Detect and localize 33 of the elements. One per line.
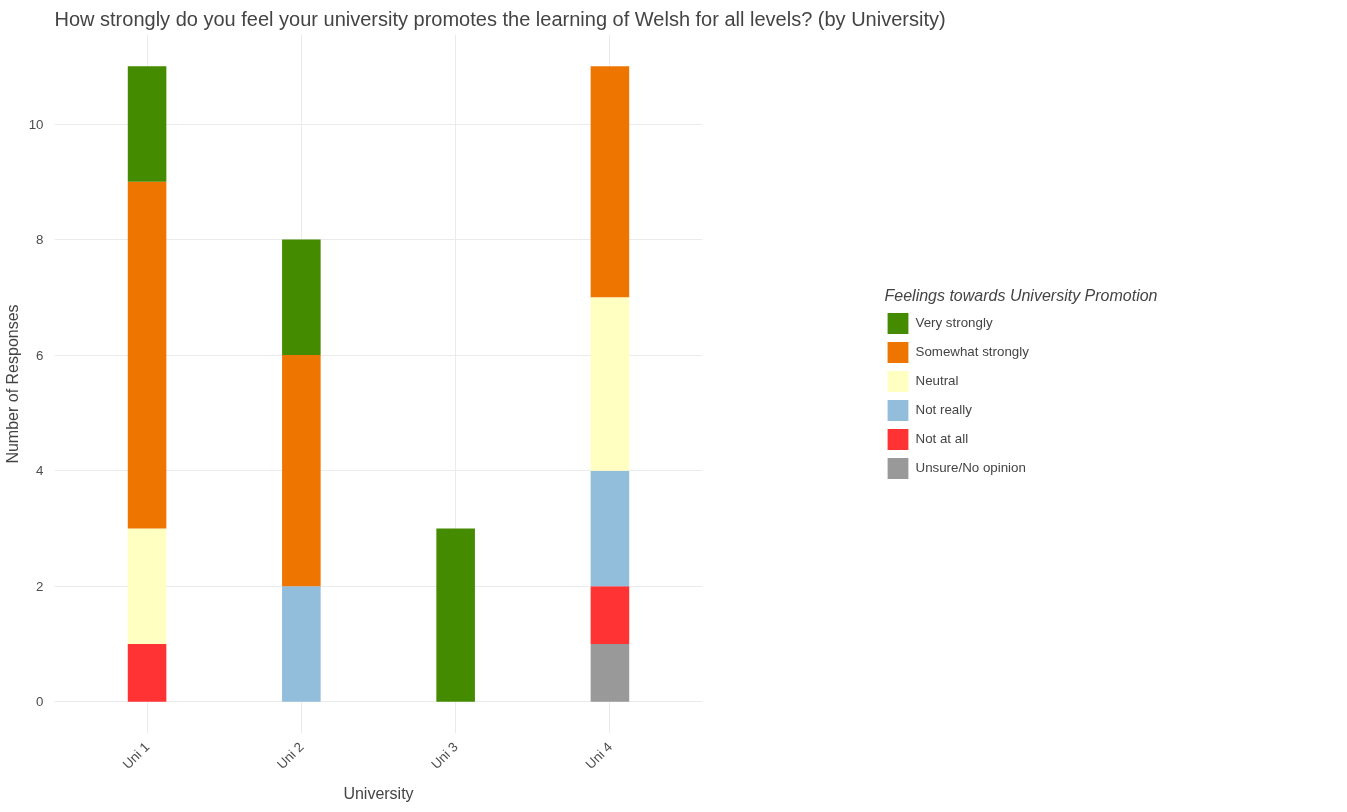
bar (127, 66, 167, 182)
bar (590, 586, 630, 644)
y-tick-label: 8 (36, 232, 44, 248)
legend-label: Neutral (915, 373, 959, 388)
y-tick-label: 6 (36, 347, 44, 363)
x-tick-label: Uni 3 (428, 739, 461, 772)
bar (282, 355, 321, 587)
bar (590, 297, 630, 471)
bar (127, 528, 167, 644)
legend-label: Unsure/No opinion (915, 460, 1026, 475)
x-tick-label: Uni 2 (274, 739, 307, 772)
y-axis-title: Number of Responses (3, 304, 21, 464)
bar (282, 239, 321, 356)
x-axis-title: University (343, 785, 414, 803)
bar (282, 586, 321, 702)
x-tick-label: Uni 1 (119, 739, 153, 772)
legend-label: Not at all (915, 431, 969, 446)
legend-label: Very strongly (915, 315, 993, 330)
bar (127, 643, 167, 702)
legend-label: Somewhat strongly (915, 344, 1029, 359)
y-tick-label: 4 (36, 463, 45, 479)
y-tick-label: 10 (28, 116, 44, 132)
legend-title: Feelings towards University Promotion (884, 286, 1158, 305)
bar (127, 181, 167, 529)
legend-label: Not really (915, 402, 972, 417)
bar (436, 528, 475, 702)
bar (590, 470, 630, 587)
chart-title: How strongly do you feel your university promotes the learning of Welsh for all levels? (by University) (54, 7, 946, 30)
y-tick-label: 2 (36, 578, 44, 594)
bar (590, 643, 630, 702)
bar (590, 66, 630, 298)
x-tick-label: Uni 4 (582, 738, 616, 772)
y-tick-label: 0 (36, 694, 44, 710)
